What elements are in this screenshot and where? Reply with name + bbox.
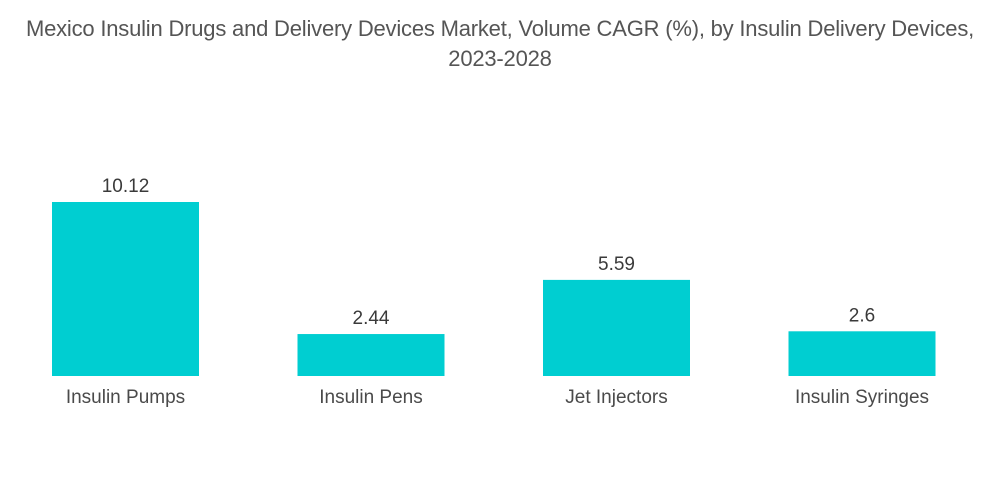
category-label: Insulin Syringes bbox=[795, 387, 929, 408]
bar-insulin-pumps bbox=[52, 202, 199, 376]
value-label: 2.44 bbox=[353, 308, 390, 329]
category-label: Jet Injectors bbox=[565, 387, 667, 408]
category-label: Insulin Pumps bbox=[66, 387, 185, 408]
category-label: Insulin Pens bbox=[319, 387, 423, 408]
bar-jet-injectors bbox=[543, 279, 690, 376]
bar-insulin-pens bbox=[297, 334, 445, 376]
value-label: 5.59 bbox=[598, 254, 635, 275]
value-label: 10.12 bbox=[102, 176, 150, 197]
bar-insulin-syringes bbox=[788, 331, 936, 376]
value-label: 2.6 bbox=[849, 305, 875, 326]
chart-title: Mexico Insulin Drugs and Delivery Device… bbox=[25, 16, 975, 71]
